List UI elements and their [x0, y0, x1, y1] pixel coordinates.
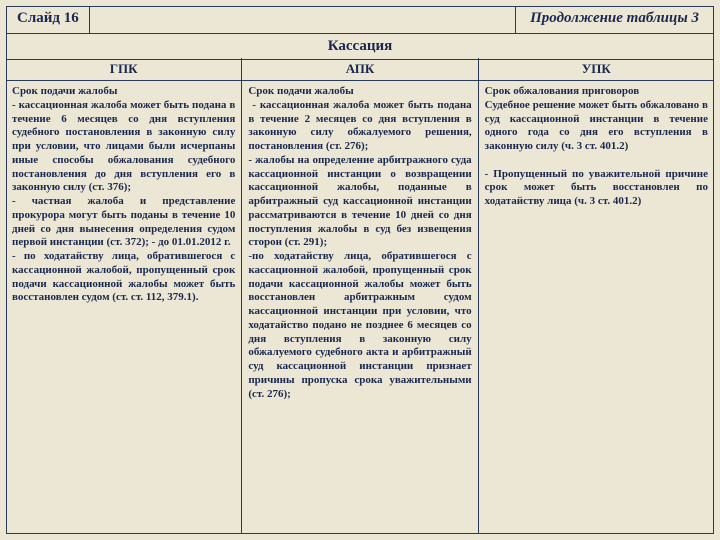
column-body: Срок обжалования приговоров Судебное реш…	[479, 81, 714, 213]
column-heading: АПК	[242, 58, 477, 81]
continuation-label: Продолжение таблицы 3	[515, 6, 714, 34]
column-gpk: ГПК Срок подачи жалобы - кассационная жа…	[6, 58, 242, 534]
column-apk: АПК Срок подачи жалобы - кассационная жа…	[242, 58, 478, 534]
column-body: Срок подачи жалобы - кассационная жалоба…	[242, 81, 477, 405]
header-row: Слайд 16 Продолжение таблицы 3	[6, 6, 714, 34]
slide-number: Слайд 16	[6, 6, 90, 34]
column-heading: УПК	[479, 58, 714, 81]
column-upk: УПК Срок обжалования приговоров Судебное…	[479, 58, 714, 534]
columns-container: ГПК Срок подачи жалобы - кассационная жа…	[6, 58, 714, 534]
column-body: Срок подачи жалобы - кассационная жалоба…	[6, 81, 241, 309]
header-spacer	[90, 6, 515, 34]
column-heading: ГПК	[6, 58, 241, 81]
section-title: Кассация	[6, 34, 714, 60]
